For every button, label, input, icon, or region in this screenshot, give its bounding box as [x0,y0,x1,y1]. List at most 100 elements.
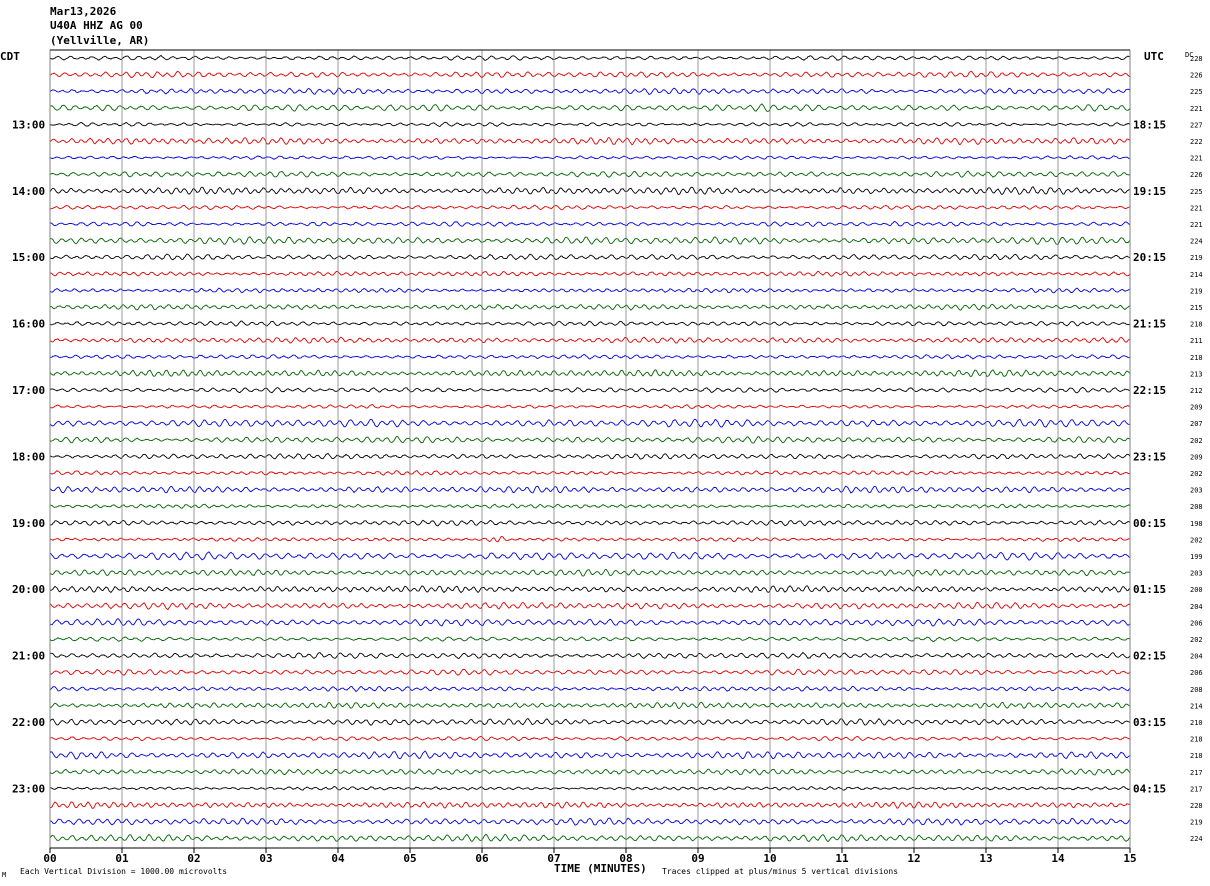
trace-19 [49,369,1131,378]
x-tick-label: 15 [1123,852,1136,865]
x-tick-label: 01 [115,852,129,865]
right-hour-label: 04:15 [1133,782,1166,795]
trace-37 [49,668,1131,676]
dc-offset-value: 222 [1190,138,1203,146]
dc-offset-value: 224 [1190,835,1203,843]
dc-offset-value: 218 [1190,321,1203,329]
right-hour-label: 21:15 [1133,318,1166,331]
dc-offset-value: 214 [1190,702,1203,710]
right-hour-label: 00:15 [1133,517,1166,530]
x-tick-label: 12 [907,852,920,865]
trace-30 [49,551,1131,561]
trace-45 [49,801,1131,810]
right-hour-label: 20:15 [1133,251,1166,264]
trace-43 [49,768,1131,776]
dc-offset-value: 202 [1190,536,1203,544]
trace-23 [49,435,1131,444]
dc-offset-value: 206 [1190,669,1203,677]
dc-offset-value: 219 [1190,254,1203,262]
trace-24 [49,452,1131,460]
trace-18 [49,353,1131,360]
dc-offset-value: 208 [1190,503,1203,511]
station-location: (Yellville, AR) [50,34,150,47]
trace-21 [49,403,1131,409]
trace-31 [49,568,1131,577]
dc-offset-value: 218 [1190,736,1203,744]
trace-12 [49,253,1131,261]
left-hour-label: 23:00 [12,782,45,795]
trace-35 [49,636,1131,642]
dc-offset-value: 210 [1190,719,1203,727]
station-channel: U40A HHZ AG 00 [50,19,143,32]
dc-offset-value: 221 [1190,204,1203,212]
right-hour-label: 23:15 [1133,450,1166,463]
trace-13 [50,270,1131,277]
trace-17 [49,336,1131,344]
station-date: Mar13,2026 [50,5,117,18]
x-tick-label: 00 [43,852,56,865]
x-tick-label: 06 [475,852,489,865]
dc-offset-value: 217 [1190,769,1203,777]
trace-33 [49,601,1131,611]
dc-offset-value: 204 [1190,653,1203,661]
x-tick-label: 11 [835,852,849,865]
dc-offset-value: 225 [1190,188,1203,196]
x-tick-label: 14 [1051,852,1065,865]
trace-5 [49,136,1131,146]
dc-offset-value: 226 [1190,72,1203,80]
dc-offset-value: 225 [1190,88,1203,96]
dc-offset-value: 209 [1190,453,1203,461]
trace-9 [49,204,1131,211]
trace-2 [49,87,1131,96]
dc-offset-value: 202 [1190,470,1203,478]
trace-4 [49,121,1131,127]
trace-7 [49,170,1131,178]
left-hour-label: 14:00 [12,185,45,198]
dc-offset-value: 226 [1190,171,1203,179]
trace-22 [49,418,1131,428]
trace-34 [49,618,1131,627]
right-hour-label: 02:15 [1133,650,1166,663]
right-timezone-label: UTC [1144,50,1164,63]
trace-47 [49,833,1131,843]
dc-offset-value: 207 [1190,420,1203,428]
left-hour-label: 13:00 [12,118,45,131]
right-hour-label: 01:15 [1133,583,1166,596]
trace-28 [49,519,1131,527]
dc-offset-value: 228 [1190,802,1203,810]
trace-16 [49,320,1131,327]
right-hour-label: 18:15 [1133,118,1166,131]
dc-offset-value: 215 [1190,304,1203,312]
dc-offset-value: 211 [1190,337,1203,345]
x-tick-label: 02 [187,852,200,865]
trace-39 [49,701,1131,710]
trace-3 [50,103,1131,112]
dc-offset-value: 204 [1190,603,1203,611]
right-hour-label: 22:15 [1133,384,1166,397]
left-timezone-label: CDT [0,50,20,63]
dc-offset-value: 219 [1190,819,1203,827]
trace-38 [49,685,1131,693]
clip-note: Traces clipped at plus/minus 5 vertical … [662,867,899,876]
dc-offset-value: 219 [1190,287,1203,295]
grid-group [49,49,1131,853]
corner-mark: M [2,871,7,879]
dc-offset-value: 199 [1190,553,1203,561]
left-hour-label: 22:00 [12,716,45,729]
trace-14 [49,287,1131,294]
trace-32 [49,585,1131,594]
dc-offset-value: 198 [1190,520,1203,528]
left-hour-label: 20:00 [12,583,45,596]
trace-8 [49,186,1131,196]
labels-group: 00 01 02 03 04 05 06 07 08 09 10 11 12 13 14 15 CDT UTC DC… [0,50,1203,865]
trace-0 [49,54,1130,61]
dc-offset-value: 209 [1190,404,1203,412]
trace-41 [49,735,1131,742]
trace-36 [49,651,1131,660]
dc-offset-value: 202 [1190,636,1203,644]
dc-offset-value: 214 [1190,271,1203,279]
dc-offset-value: 202 [1190,437,1203,445]
dc-offset-value: 206 [1190,619,1203,627]
trace-6 [49,155,1130,161]
